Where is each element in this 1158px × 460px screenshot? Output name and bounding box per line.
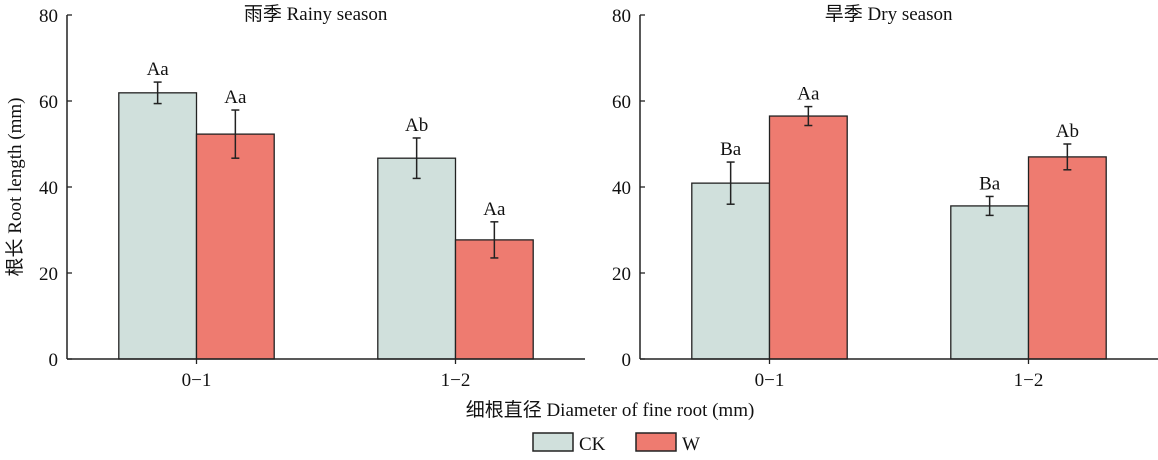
significance-label: Aa [797, 84, 820, 105]
significance-label: Ab [1056, 121, 1079, 142]
legend-label-w: W [682, 434, 700, 455]
legend-swatch-w [635, 432, 677, 452]
bar-w [768, 115, 848, 360]
legend-swatch-ck [532, 432, 574, 452]
x-axis-label: 细根直径 Diameter of fine root (mm) [466, 399, 755, 421]
bar-ck [950, 205, 1030, 360]
legend-label-ck: CK [579, 434, 606, 455]
significance-label: Ab [405, 115, 428, 136]
y-tick-label: 40 [39, 178, 58, 199]
panel-title: 旱季 Dry season [825, 3, 953, 25]
y-tick-label: 80 [612, 6, 631, 27]
x-tick-label: 0−1 [182, 370, 212, 391]
y-tick-label: 20 [612, 264, 631, 285]
y-tick-label: 80 [39, 6, 58, 27]
y-tick-label: 20 [39, 264, 58, 285]
x-tick-label: 1−2 [441, 370, 471, 391]
legend: CK W [532, 432, 700, 455]
significance-label: Aa [147, 59, 170, 80]
y-tick-label: 60 [612, 92, 631, 113]
significance-label: Ba [979, 173, 1001, 194]
significance-label: Aa [483, 199, 506, 220]
significance-label: Ba [720, 139, 742, 160]
bar-w [1027, 156, 1107, 360]
significance-label: Aa [224, 87, 247, 108]
y-tick-label: 60 [39, 92, 58, 113]
y-tick-label: 40 [612, 178, 631, 199]
bar-ck [691, 182, 771, 360]
y-tick-label: 0 [49, 350, 59, 371]
x-tick-label: 0−1 [755, 370, 785, 391]
bar-ck [377, 157, 457, 360]
x-tick-label: 1−2 [1014, 370, 1044, 391]
y-tick-label: 0 [622, 350, 632, 371]
panel-title: 雨季 Rainy season [244, 3, 388, 25]
bar-ck [118, 92, 198, 360]
y-axis-label: 根长 Root length (mm) [4, 98, 26, 277]
bar-w [195, 133, 275, 360]
